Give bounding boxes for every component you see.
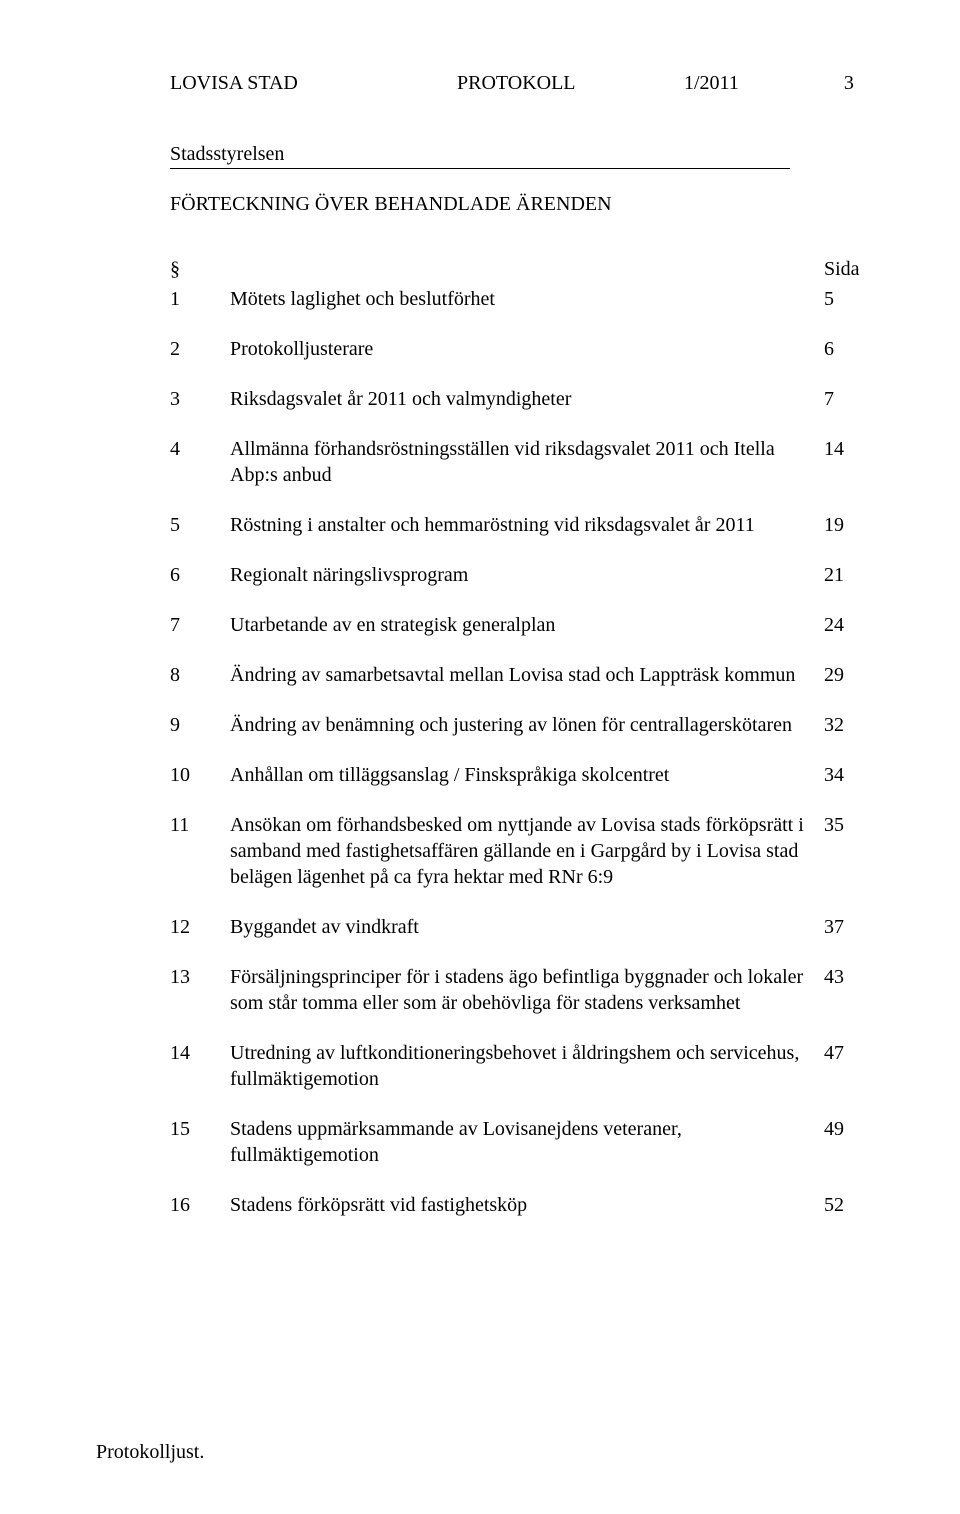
toc-item-number: 9 (170, 712, 230, 738)
toc-item-page: 7 (824, 386, 864, 412)
toc-item-number: 3 (170, 386, 230, 412)
toc-item-number: 15 (170, 1116, 230, 1142)
header-right: 1/2011 3 (684, 72, 864, 95)
toc-item-number: 13 (170, 964, 230, 990)
toc-col-page: Sida (824, 256, 864, 282)
toc-item-page: 5 (824, 286, 864, 312)
toc-item-page: 35 (824, 812, 864, 838)
toc-item-page: 43 (824, 964, 864, 990)
toc-item-page: 21 (824, 562, 864, 588)
toc-item-page: 6 (824, 336, 864, 362)
toc-item-title: Utarbetande av en strategisk generalplan (230, 612, 824, 638)
toc-item-title: Regionalt näringslivsprogram (230, 562, 824, 588)
toc-item-page: 49 (824, 1116, 864, 1142)
toc-row: 4Allmänna förhandsröstningsställen vid r… (170, 436, 864, 488)
toc-item-number: 11 (170, 812, 230, 838)
header-doc-type: PROTOKOLL (397, 72, 684, 95)
toc-item-title: Utredning av luftkonditioneringsbehovet … (230, 1040, 824, 1092)
toc-item-title: Ändring av samarbetsavtal mellan Lovisa … (230, 662, 824, 688)
toc-item-page: 52 (824, 1192, 864, 1218)
toc-item-number: 12 (170, 914, 230, 940)
toc-item-number: 2 (170, 336, 230, 362)
committee-name: Stadsstyrelsen (170, 143, 864, 166)
toc-item-title: Försäljningsprinciper för i stadens ägo … (230, 964, 824, 1016)
toc-row: 2Protokolljusterare6 (170, 336, 864, 362)
header-org: LOVISA STAD (170, 72, 397, 95)
toc-item-page: 47 (824, 1040, 864, 1066)
toc-row: 10Anhållan om tilläggsanslag / Finsksprå… (170, 762, 864, 788)
toc-item-title: Ansökan om förhandsbesked om nyttjande a… (230, 812, 824, 890)
toc-item-title: Ändring av benämning och justering av lö… (230, 712, 824, 738)
toc-item-page: 29 (824, 662, 864, 688)
toc-item-title: Röstning i anstalter och hemmaröstning v… (230, 512, 824, 538)
toc-row: 13Försäljningsprinciper för i stadens äg… (170, 964, 864, 1016)
toc-title: FÖRTECKNING ÖVER BEHANDLADE ÄRENDEN (170, 193, 864, 216)
toc-item-title: Anhållan om tilläggsanslag / Finskspråki… (230, 762, 824, 788)
toc-row: 16Stadens förköpsrätt vid fastighetsköp5… (170, 1192, 864, 1218)
toc-item-page: 34 (824, 762, 864, 788)
header-number: 1/2011 (684, 72, 739, 94)
toc-row: 1Mötets laglighet och beslutförhet5 (170, 286, 864, 312)
toc-row: 14Utredning av luftkonditioneringsbehove… (170, 1040, 864, 1092)
toc-item-page: 19 (824, 512, 864, 538)
toc-item-title: Stadens uppmärksammande av Lovisanejdens… (230, 1116, 824, 1168)
toc-item-number: 6 (170, 562, 230, 588)
toc-item-number: 10 (170, 762, 230, 788)
toc-item-page: 24 (824, 612, 864, 638)
toc-item-number: 5 (170, 512, 230, 538)
toc: § Sida 1Mötets laglighet och beslutförhe… (170, 256, 864, 1218)
header-page-number: 3 (844, 72, 854, 94)
toc-row: 15Stadens uppmärksammande av Lovisanejde… (170, 1116, 864, 1168)
toc-item-number: 7 (170, 612, 230, 638)
toc-item-page: 32 (824, 712, 864, 738)
toc-row: 6Regionalt näringslivsprogram21 (170, 562, 864, 588)
toc-item-title: Riksdagsvalet år 2011 och valmyndigheter (230, 386, 824, 412)
toc-item-number: 4 (170, 436, 230, 462)
toc-col-spacer (230, 256, 824, 282)
footer-text: Protokolljust. (96, 1441, 204, 1464)
toc-row: 11Ansökan om förhandsbesked om nyttjande… (170, 812, 864, 890)
page-header: LOVISA STAD PROTOKOLL 1/2011 3 (170, 72, 864, 95)
toc-item-page: 37 (824, 914, 864, 940)
toc-row: 8Ändring av samarbetsavtal mellan Lovisa… (170, 662, 864, 688)
toc-header-row: § Sida (170, 256, 864, 282)
toc-row: 12Byggandet av vindkraft37 (170, 914, 864, 940)
toc-item-title: Stadens förköpsrätt vid fastighetsköp (230, 1192, 824, 1218)
toc-item-title: Allmänna förhandsröstningsställen vid ri… (230, 436, 824, 488)
toc-row: 7Utarbetande av en strategisk generalpla… (170, 612, 864, 638)
toc-item-number: 14 (170, 1040, 230, 1066)
toc-row: 9Ändring av benämning och justering av l… (170, 712, 864, 738)
toc-row: 3Riksdagsvalet år 2011 och valmyndighete… (170, 386, 864, 412)
toc-item-title: Mötets laglighet och beslutförhet (230, 286, 824, 312)
toc-item-page: 14 (824, 436, 864, 462)
toc-item-number: 8 (170, 662, 230, 688)
toc-row: 5Röstning i anstalter och hemmaröstning … (170, 512, 864, 538)
toc-item-number: 1 (170, 286, 230, 312)
toc-item-title: Byggandet av vindkraft (230, 914, 824, 940)
toc-col-section: § (170, 256, 230, 282)
toc-item-title: Protokolljusterare (230, 336, 824, 362)
committee-underline (170, 168, 790, 169)
toc-item-number: 16 (170, 1192, 230, 1218)
